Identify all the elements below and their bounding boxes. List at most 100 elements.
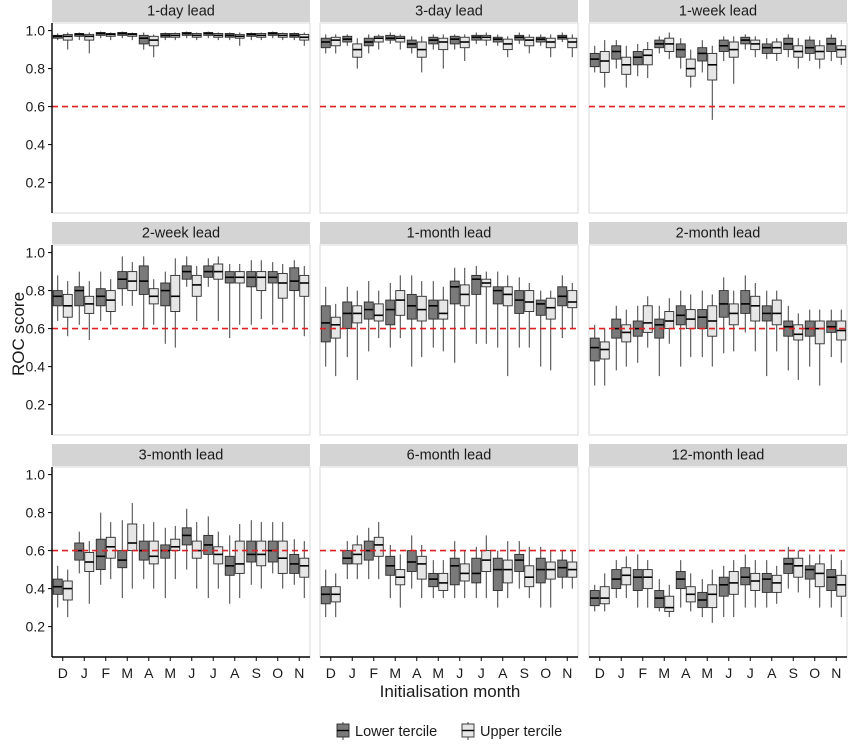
box-body (277, 273, 288, 299)
legend-label: Upper tercile (480, 724, 562, 740)
legend-item-lower: Lower tercile (336, 722, 437, 740)
lower-tercile-box (428, 281, 439, 348)
y-tick-label: 0.6 (26, 543, 46, 559)
lower-tercile-box (557, 550, 568, 589)
y-tick-label: 0.6 (26, 321, 46, 337)
lower-tercile-box (117, 256, 128, 306)
box-body (804, 39, 815, 54)
upper-tercile-box (642, 560, 653, 608)
upper-tercile-box (567, 283, 578, 329)
upper-tercile-box (664, 298, 675, 344)
panel-title: 2-month lead (676, 226, 761, 242)
box-body (750, 572, 761, 591)
lower-tercile-box (492, 550, 503, 608)
x-tick-label: J (349, 665, 356, 681)
upper-tercile-box (416, 281, 427, 358)
box-body (826, 569, 837, 591)
legend-item-upper: Upper tercile (461, 722, 562, 740)
lower-tercile-box (181, 31, 192, 39)
x-tick-label: F (369, 665, 378, 681)
x-tick-label: J (210, 665, 217, 681)
upper-tercile-box (642, 42, 653, 79)
upper-tercile-box (685, 49, 696, 88)
lower-tercile-box (160, 32, 171, 41)
box-body (589, 337, 600, 362)
x-tick-label: J (725, 665, 732, 681)
box-body (826, 37, 837, 52)
box-body (771, 574, 782, 593)
box-body (814, 320, 825, 345)
lower-tercile-box (697, 579, 708, 618)
upper-tercile-box (148, 522, 159, 589)
panel-title: 12-month lead (672, 448, 765, 464)
lower-tercile-box (160, 271, 171, 344)
lower-tercile-box (406, 36, 417, 54)
lower-tercile-box (246, 520, 257, 585)
upper-tercile-box (277, 522, 288, 589)
lower-tercile-box (428, 34, 439, 50)
box-body (246, 271, 257, 288)
box-body (814, 45, 825, 60)
upper-tercile-box (330, 34, 341, 54)
x-tick-label: M (389, 665, 401, 681)
x-tick-label: J (456, 665, 463, 681)
box-body (74, 286, 85, 307)
plot-area (51, 466, 311, 658)
upper-tercile-box (299, 32, 310, 46)
box-body (589, 52, 600, 68)
x-tick-label: A (144, 665, 154, 681)
box-body (611, 45, 622, 60)
lower-tercile-box (471, 32, 482, 44)
plot-area (319, 466, 579, 658)
panel-title: 6-month lead (407, 448, 492, 464)
lower-tercile-box (783, 546, 794, 589)
y-tick-label: 0.8 (26, 505, 46, 521)
box-body (621, 567, 632, 586)
box-body (836, 574, 847, 597)
box-body (524, 290, 535, 312)
box-body (138, 34, 149, 45)
upper-tercile-box (62, 569, 73, 618)
box-body (416, 295, 427, 322)
box-body (160, 282, 171, 307)
box-body (363, 301, 374, 320)
lower-tercile-box (740, 34, 751, 50)
box-body (373, 35, 384, 43)
panel-strip (320, 0, 578, 22)
lower-tercile-box (181, 256, 192, 287)
upper-tercile-box (62, 32, 73, 50)
plot-area (319, 22, 579, 214)
box-body (481, 550, 492, 572)
y-tick-label: 0.4 (26, 581, 46, 597)
upper-tercile-box (84, 281, 95, 340)
lower-tercile-box (160, 527, 171, 599)
lower-tercile-box (52, 565, 63, 608)
box-body (804, 565, 815, 580)
box-body (599, 586, 610, 605)
box-body (84, 33, 95, 41)
box-body (438, 572, 449, 591)
box-body (642, 569, 653, 590)
x-tick-label: M (658, 665, 670, 681)
box-body (707, 52, 718, 81)
box-body (438, 299, 449, 320)
panel-strip (52, 222, 310, 244)
x-tick-label: F (101, 665, 110, 681)
box-body (740, 290, 751, 314)
box-body (750, 39, 761, 51)
box-body (675, 571, 686, 590)
box-body (664, 311, 675, 330)
upper-tercile-box (545, 34, 556, 58)
plot-area (588, 22, 848, 214)
box-body (654, 590, 665, 609)
box-body (771, 299, 782, 326)
box-body (342, 301, 353, 330)
lower-tercile-box (718, 565, 729, 618)
upper-tercile-box (127, 262, 138, 306)
upper-tercile-box (707, 45, 718, 120)
upper-tercile-box (750, 36, 761, 58)
lower-tercile-box (611, 560, 622, 599)
lower-tercile-box (342, 286, 353, 358)
box-body (352, 43, 363, 58)
